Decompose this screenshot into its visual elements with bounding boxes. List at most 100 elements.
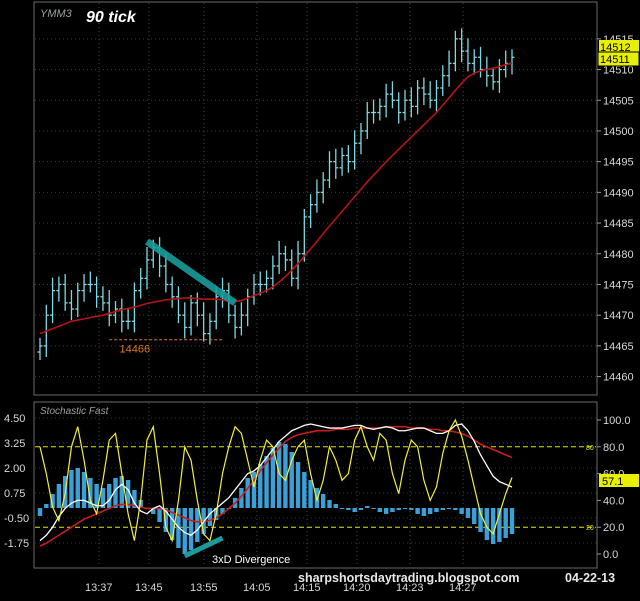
stochastic-k-line bbox=[39, 418, 513, 543]
price-bar bbox=[138, 267, 144, 299]
stochastic-left-tick-label: 0.75 bbox=[4, 488, 25, 500]
price-bar bbox=[182, 302, 188, 339]
stochastic-left-tick-label: -0.50 bbox=[4, 513, 29, 525]
time-axis-tick-label: 14:20 bbox=[343, 582, 371, 594]
price-bar bbox=[440, 65, 446, 96]
histogram-bar bbox=[339, 508, 345, 509]
price-bar bbox=[326, 151, 332, 189]
histogram-bar bbox=[472, 508, 477, 524]
histogram-bar bbox=[478, 508, 483, 532]
price-y-tick-label: 14500 bbox=[603, 126, 634, 138]
histogram-bar bbox=[377, 508, 383, 512]
price-bar bbox=[415, 79, 421, 115]
divergence-trendline bbox=[144, 238, 238, 306]
histogram-bar bbox=[490, 508, 496, 544]
price-bar bbox=[270, 255, 276, 290]
histogram-bar bbox=[157, 508, 162, 522]
time-axis-tick-label: 13:55 bbox=[190, 582, 218, 594]
watermark-text: sharpshortsdaytrading.blogspot.com bbox=[298, 571, 520, 585]
histogram-bar bbox=[383, 508, 389, 514]
price-panel-frame bbox=[33, 1, 598, 396]
price-tag-current-text: 14511 bbox=[600, 54, 630, 66]
price-bar bbox=[433, 79, 439, 112]
price-bar bbox=[427, 81, 433, 109]
price-bar bbox=[459, 28, 465, 63]
price-bar bbox=[68, 289, 74, 321]
price-bar bbox=[371, 99, 377, 124]
price-bar bbox=[188, 294, 194, 336]
time-axis-tick-label: 14:15 bbox=[293, 582, 321, 594]
price-y-axis: 14460 14465 14470 14475 14480 14485 14490 14495… bbox=[597, 34, 634, 384]
price-bar bbox=[282, 245, 288, 271]
price-y-tick-label: 14490 bbox=[603, 187, 634, 199]
histogram-bar bbox=[44, 504, 49, 508]
price-bar bbox=[408, 87, 414, 118]
time-axis-tick-label: 13:45 bbox=[135, 582, 163, 594]
histogram-bar bbox=[465, 508, 471, 518]
histogram-bar bbox=[497, 508, 502, 542]
time-axis-tick-label: 13:37 bbox=[85, 582, 113, 594]
histogram-bar bbox=[409, 508, 414, 510]
support-level-label: 14466 bbox=[120, 344, 151, 356]
histogram-bar bbox=[484, 508, 490, 540]
price-bar bbox=[50, 277, 56, 324]
price-bar bbox=[56, 276, 62, 302]
stochastic-d-line bbox=[39, 423, 513, 542]
price-bar bbox=[471, 49, 477, 75]
timeframe-label: 90 tick bbox=[86, 9, 137, 26]
price-bar bbox=[421, 77, 427, 106]
price-bar bbox=[389, 81, 395, 109]
price-y-tick-label: 14510 bbox=[603, 65, 634, 77]
histogram-bar bbox=[503, 508, 508, 538]
price-bar bbox=[264, 270, 270, 293]
histogram-bar bbox=[75, 468, 80, 508]
stochastic-left-tick-label: 3.25 bbox=[4, 438, 25, 450]
stochastic-level-tag: 20 bbox=[586, 525, 594, 532]
price-bar bbox=[352, 130, 358, 170]
histogram-bar bbox=[50, 494, 55, 508]
histogram-bar bbox=[56, 484, 62, 508]
histogram-bar bbox=[169, 508, 175, 540]
price-panel: 14460 14465 14470 14475 14480 14485 14490 14495… bbox=[33, 1, 640, 396]
date-label: 04-22-13 bbox=[565, 571, 615, 585]
price-bar bbox=[238, 302, 244, 336]
price-bar bbox=[402, 89, 408, 121]
price-bar bbox=[289, 249, 295, 287]
histogram-bar bbox=[427, 508, 433, 514]
histogram-bar bbox=[94, 484, 99, 508]
histogram-bar bbox=[371, 508, 376, 509]
price-bar bbox=[452, 30, 458, 72]
histogram-bar bbox=[434, 508, 439, 512]
histogram-bar bbox=[195, 508, 200, 542]
histogram-bar bbox=[352, 508, 357, 512]
histogram-bar bbox=[188, 508, 194, 550]
price-bar bbox=[301, 208, 307, 262]
symbol-label: YMM3 bbox=[40, 8, 73, 20]
histogram-bar bbox=[289, 452, 294, 508]
price-bar bbox=[478, 46, 484, 78]
histogram-bar bbox=[100, 488, 106, 508]
price-bar bbox=[62, 274, 68, 311]
price-bar bbox=[106, 289, 112, 327]
histogram-bar bbox=[113, 478, 118, 508]
stochastic-value-tag: 57.1 bbox=[599, 474, 639, 488]
moving-average-line bbox=[39, 62, 513, 335]
price-bar bbox=[144, 247, 150, 290]
price-bar bbox=[364, 102, 370, 139]
histogram-bar bbox=[276, 442, 282, 508]
price-bar bbox=[339, 147, 345, 176]
stochastic-levels: 80 20 bbox=[35, 445, 596, 532]
stochastic-value-text: 57.1 bbox=[602, 476, 623, 488]
price-bar bbox=[295, 240, 301, 290]
price-bar bbox=[201, 302, 207, 342]
stochastic-left-tick-label: -1.75 bbox=[4, 538, 29, 550]
price-bar bbox=[257, 271, 263, 296]
price-y-tick-label: 14495 bbox=[603, 157, 634, 169]
price-bar bbox=[87, 271, 93, 293]
price-bar bbox=[465, 38, 471, 72]
histogram-bar bbox=[245, 478, 250, 508]
price-tag-upper-text: 14512 bbox=[600, 42, 631, 54]
price-bar bbox=[276, 240, 282, 275]
